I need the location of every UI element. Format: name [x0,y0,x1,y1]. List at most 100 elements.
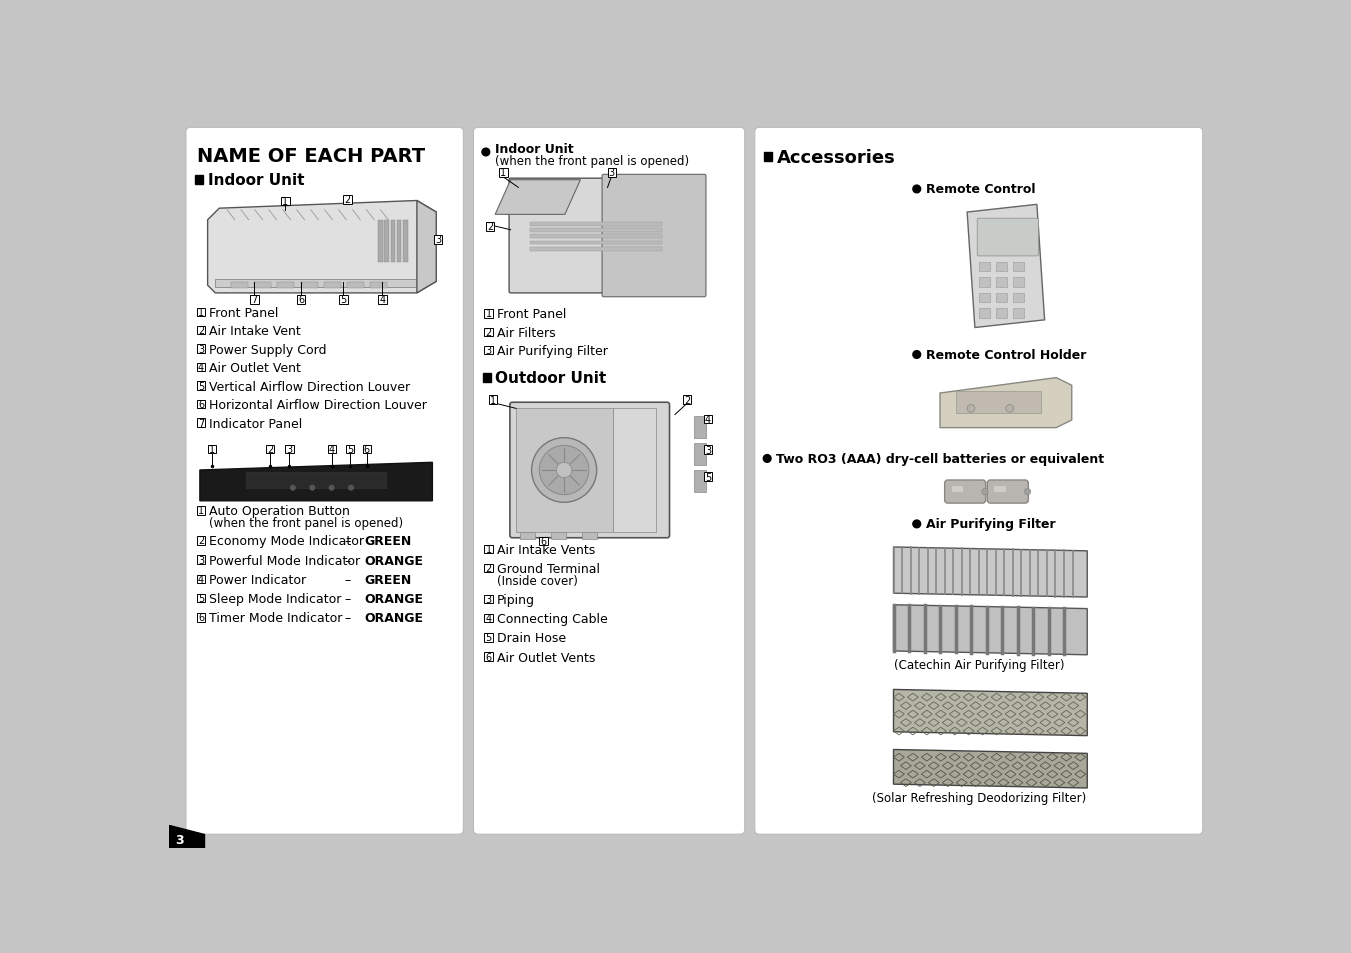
Bar [197,556,205,564]
Polygon shape [200,463,432,501]
Text: 4: 4 [705,415,711,424]
Bar [215,280,417,288]
Text: 2: 2 [345,195,351,205]
Bar [197,364,205,372]
Bar [484,615,493,623]
Bar [994,487,1006,493]
Text: Piping: Piping [497,593,535,606]
Text: 3: 3 [199,555,204,565]
Text: 2: 2 [684,395,690,405]
Text: Horizontal Airflow Direction Louver: Horizontal Airflow Direction Louver [209,398,427,412]
Bar [955,392,1040,414]
FancyBboxPatch shape [473,129,744,834]
FancyBboxPatch shape [509,179,682,294]
Bar [362,445,372,454]
Text: 1: 1 [199,506,204,516]
Circle shape [1006,405,1013,413]
Bar [694,416,707,438]
Text: Sleep Mode Indicator: Sleep Mode Indicator [209,593,342,605]
Bar [539,537,549,546]
Text: –: – [345,612,351,624]
Polygon shape [893,750,1088,788]
Text: Timer Mode Indicator: Timer Mode Indicator [209,612,343,624]
Bar [486,223,494,232]
Text: 6: 6 [363,444,370,455]
Bar [551,532,566,539]
Bar [582,532,597,539]
Text: Air Outlet Vent: Air Outlet Vent [209,362,301,375]
Text: 1: 1 [199,308,204,317]
Bar [1013,309,1024,318]
Bar [390,220,396,263]
Bar [530,241,662,245]
Text: Air Outlet Vents: Air Outlet Vents [497,651,594,664]
Text: Remote Control: Remote Control [925,183,1036,196]
Bar [254,283,272,289]
FancyBboxPatch shape [509,403,670,538]
Bar [246,473,386,488]
Text: 3: 3 [705,445,711,456]
Bar [516,409,613,532]
Bar [197,614,205,622]
Circle shape [349,486,354,491]
Bar [996,309,1008,318]
Text: GREEN: GREEN [365,535,412,548]
Bar [250,295,259,304]
Text: Connecting Cable: Connecting Cable [497,613,608,625]
FancyBboxPatch shape [977,219,1039,256]
Bar [520,532,535,539]
Text: Front Panel: Front Panel [497,308,566,321]
Circle shape [967,405,975,413]
Text: 1: 1 [282,196,289,207]
Bar [301,283,317,289]
Polygon shape [208,201,436,294]
Text: 4: 4 [485,614,492,623]
Text: Remote Control Holder: Remote Control Holder [925,349,1086,361]
Text: Air Filters: Air Filters [497,326,555,339]
Text: Auto Operation Button: Auto Operation Button [209,505,350,517]
Bar [208,445,216,454]
Bar [266,445,274,454]
Bar [996,278,1008,288]
Text: Powerful Mode Indicator: Powerful Mode Indicator [209,554,361,567]
Bar [285,445,293,454]
Text: Air Purifying Filter: Air Purifying Filter [925,517,1055,531]
Bar [1013,294,1024,303]
Text: 2: 2 [486,222,493,232]
Circle shape [913,520,920,528]
Bar [530,248,662,252]
Text: 3: 3 [609,169,615,178]
Text: 5: 5 [347,444,353,455]
Text: 3: 3 [176,833,184,846]
Circle shape [763,456,771,463]
Bar [694,471,707,492]
Text: Indoor Unit: Indoor Unit [496,143,574,156]
Text: –: – [345,593,351,605]
Circle shape [913,352,920,359]
Text: 4: 4 [199,363,204,373]
Circle shape [1024,489,1031,496]
Circle shape [982,489,988,496]
Text: ORANGE: ORANGE [365,612,423,624]
Bar [765,153,771,162]
Bar [530,235,662,239]
Bar [370,283,388,289]
Circle shape [290,486,296,491]
Bar [499,169,508,177]
Text: 2: 2 [197,536,204,546]
Text: 4: 4 [199,575,204,584]
Bar [346,445,354,454]
Text: (Inside cover): (Inside cover) [497,574,578,587]
Circle shape [482,149,489,156]
Text: GREEN: GREEN [365,573,412,586]
Text: 3: 3 [286,444,292,455]
Bar [197,308,205,316]
Bar [384,220,389,263]
Bar [682,395,692,404]
Text: 1: 1 [485,309,492,319]
Text: 1: 1 [209,444,215,455]
Polygon shape [417,201,436,294]
Polygon shape [496,180,581,215]
Circle shape [913,186,920,193]
Text: (when the front panel is opened): (when the front panel is opened) [209,517,404,529]
